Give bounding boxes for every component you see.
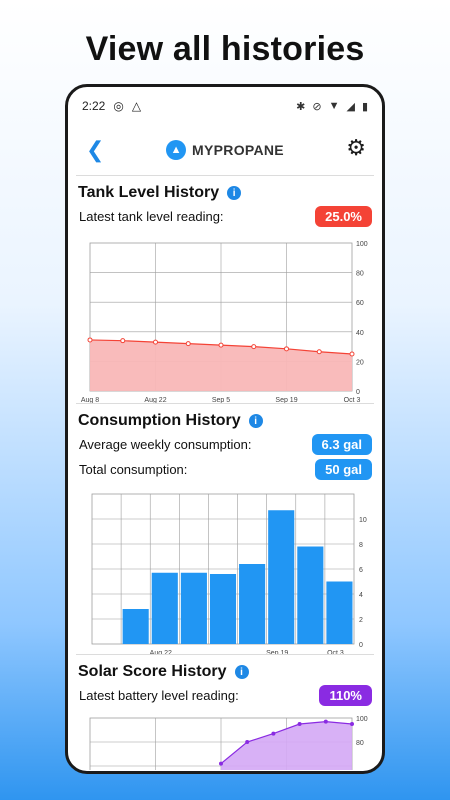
signal-icon: ◢ bbox=[346, 100, 355, 113]
y-tick-label: 4 bbox=[359, 592, 363, 599]
content-scroll[interactable]: Tank Level History i Latest tank level r… bbox=[68, 175, 382, 771]
divider bbox=[76, 175, 374, 176]
y-tick-label: 20 bbox=[356, 359, 364, 366]
y-tick-label: 80 bbox=[356, 271, 364, 278]
solar-data-point bbox=[297, 722, 302, 726]
solar-latest-label: Latest battery level reading: bbox=[79, 688, 239, 703]
tank-latest-label: Latest tank level reading: bbox=[79, 209, 224, 224]
tank-level-chart: 0 20 40 60 80 100 Aug 8 Aug 22 Sep 5 Sep 19 Oct 3 bbox=[81, 241, 368, 403]
x-tick-label: Aug 8 bbox=[81, 397, 99, 403]
tank-data-point bbox=[218, 342, 224, 348]
promo-title: View all histories bbox=[85, 30, 365, 68]
solar-latest-row: Latest battery level reading: 110% bbox=[79, 685, 372, 706]
sync-icon: △ bbox=[131, 99, 142, 113]
x-tick-label: Sep 19 bbox=[266, 650, 288, 654]
consumption-total-row: Total consumption: 50 gal bbox=[79, 459, 372, 480]
consumption-total-badge: 50 gal bbox=[315, 459, 372, 480]
consumption-total-label: Total consumption: bbox=[79, 462, 188, 477]
info-icon[interactable]: i bbox=[234, 665, 249, 679]
consumption-bar bbox=[326, 581, 353, 644]
battery-icon: ▮ bbox=[361, 100, 368, 113]
y-tick-label: 10 bbox=[359, 517, 367, 524]
consumption-avg-row: Average weekly consumption: 6.3 gal bbox=[79, 434, 372, 455]
tank-data-point bbox=[349, 351, 355, 357]
solar-section-title: Solar Score History i bbox=[78, 663, 382, 681]
bluetooth-icon: ✱ bbox=[296, 100, 306, 113]
x-tick-label: Oct 3 bbox=[327, 650, 344, 654]
back-button[interactable]: ❮ bbox=[86, 137, 105, 162]
consumption-bar bbox=[297, 546, 324, 644]
phone-frame: 2:22 ◎ △ ✱ ⊘ ▼ ◢ ▮ ❮ ▲ MYPROPANE ⚙ Tank … bbox=[65, 84, 385, 774]
y-tick-label: 80 bbox=[356, 740, 364, 747]
x-tick-label: Oct 3 bbox=[344, 397, 361, 403]
tank-latest-row: Latest tank level reading: 25.0% bbox=[79, 206, 372, 227]
tank-title-text: Tank Level History bbox=[78, 184, 220, 201]
tank-data-point bbox=[316, 349, 322, 355]
consumption-chart: 0 2 4 6 8 10 Aug 22 Sep 19 Oct 3 bbox=[91, 493, 367, 654]
y-tick-label: 0 bbox=[356, 389, 360, 396]
y-tick-label: 100 bbox=[356, 241, 368, 248]
x-tick-label: Aug 22 bbox=[150, 650, 172, 654]
solar-title-text: Solar Score History bbox=[78, 663, 227, 680]
tank-data-point bbox=[251, 344, 257, 350]
solar-latest-badge: 110% bbox=[319, 685, 372, 706]
flame-icon: ▲ bbox=[166, 140, 187, 160]
divider bbox=[76, 403, 374, 404]
solar-data-point bbox=[350, 722, 354, 726]
solar-series-line bbox=[220, 720, 353, 765]
divider bbox=[76, 654, 374, 655]
tank-area-fill bbox=[90, 339, 352, 391]
app-logo: ▲ MYPROPANE bbox=[166, 140, 284, 160]
info-icon[interactable]: i bbox=[248, 414, 263, 428]
consumption-bar bbox=[122, 609, 149, 644]
y-tick-label: 8 bbox=[359, 542, 363, 549]
messenger-icon: ◎ bbox=[113, 99, 124, 113]
consumption-bar bbox=[209, 574, 237, 644]
info-icon[interactable]: i bbox=[227, 186, 242, 200]
tank-section-title: Tank Level History i bbox=[78, 184, 382, 202]
tank-data-point bbox=[284, 346, 289, 352]
mute-icon: ⊘ bbox=[312, 100, 322, 113]
solar-data-point bbox=[271, 731, 276, 736]
y-tick-label: 2 bbox=[359, 617, 363, 624]
tank-data-point bbox=[120, 338, 126, 344]
x-tick-label: Sep 19 bbox=[275, 397, 297, 403]
consumption-avg-label: Average weekly consumption: bbox=[79, 437, 252, 452]
y-tick-label: 6 bbox=[359, 567, 363, 574]
status-time: 2:22 bbox=[82, 99, 106, 113]
tank-data-point bbox=[185, 341, 191, 347]
consumption-avg-badge: 6.3 gal bbox=[311, 434, 372, 455]
y-tick-label: 40 bbox=[356, 330, 364, 337]
consumption-bar bbox=[268, 510, 295, 644]
y-tick-label: 100 bbox=[356, 716, 368, 723]
status-bar: 2:22 ◎ △ ✱ ⊘ ▼ ◢ ▮ bbox=[68, 87, 382, 125]
solar-data-point bbox=[323, 719, 328, 724]
x-tick-label: Aug 22 bbox=[144, 397, 166, 403]
solar-data-point bbox=[245, 740, 250, 744]
consumption-bar bbox=[239, 564, 266, 644]
tank-data-point bbox=[153, 339, 158, 345]
y-tick-label: 60 bbox=[356, 300, 364, 307]
wifi-icon: ▼ bbox=[328, 100, 340, 112]
solar-score-chart: 80 100 bbox=[89, 716, 368, 770]
tank-latest-badge: 25.0% bbox=[315, 206, 372, 227]
logo-text: MYPROPANE bbox=[192, 142, 284, 158]
solar-area-fill bbox=[221, 721, 352, 770]
x-tick-label: Sep 5 bbox=[212, 397, 230, 403]
consumption-bar bbox=[151, 572, 178, 644]
y-tick-label: 0 bbox=[359, 642, 363, 649]
tank-data-point bbox=[87, 337, 93, 343]
consumption-bar bbox=[180, 572, 207, 644]
consumption-section-title: Consumption History i bbox=[78, 412, 382, 430]
consumption-title-text: Consumption History bbox=[78, 412, 241, 429]
solar-data-point bbox=[219, 761, 223, 766]
settings-button[interactable]: ⚙ bbox=[346, 135, 366, 160]
app-bar: ❮ ▲ MYPROPANE ⚙ bbox=[68, 127, 382, 173]
